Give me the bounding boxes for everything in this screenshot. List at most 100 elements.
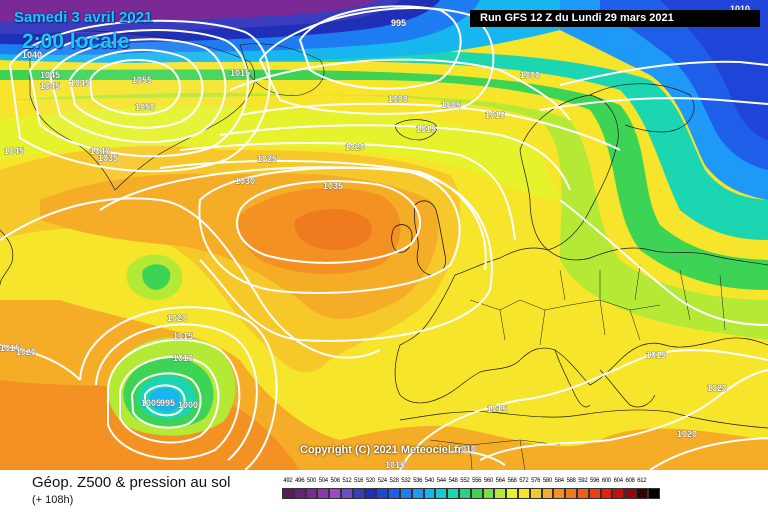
forecast-hour: (+ 108h) xyxy=(32,494,74,506)
isobars xyxy=(0,5,768,470)
isobar-1000 xyxy=(258,6,495,115)
legend-value: 512 xyxy=(342,478,352,484)
isobar-value-label: 1015 xyxy=(0,343,20,353)
ireland-coast xyxy=(391,224,413,253)
greece-coast xyxy=(599,369,656,408)
isobar-1015-west xyxy=(0,344,81,381)
isobar-1035-central xyxy=(236,180,421,264)
legend-value: 572 xyxy=(519,478,529,484)
isobar-1005 xyxy=(229,58,571,121)
legend-value: 608 xyxy=(625,478,635,484)
isobar-value-label: 1035 xyxy=(98,153,118,163)
legend-swatch xyxy=(447,488,459,499)
isobar-value-label: 1000 xyxy=(520,70,540,80)
isobar-value-label: 1045 xyxy=(40,70,60,80)
isobar-value-label: 1020 xyxy=(707,383,727,393)
color-legend xyxy=(282,488,660,499)
legend-value: 564 xyxy=(495,478,505,484)
isobar-value-label: 1005 xyxy=(441,100,461,110)
legend-swatch xyxy=(565,488,577,499)
legend-swatch xyxy=(517,488,530,499)
isobar-995 xyxy=(144,384,186,417)
isobar-1030 xyxy=(198,166,461,294)
legend-swatch xyxy=(600,488,613,499)
north-europe-coast xyxy=(454,247,768,276)
isobar-value-label: 1010 xyxy=(173,353,193,363)
isobar-value-label: 1015 xyxy=(646,350,666,360)
isobar-value-label: 1020 xyxy=(16,347,36,357)
italy-coast xyxy=(554,349,591,408)
legend-value: 596 xyxy=(590,478,600,484)
legend-value: 492 xyxy=(283,478,293,484)
legend-value: 504 xyxy=(318,478,328,484)
isobar-value-label: 1015 xyxy=(385,460,405,470)
isobar-value-label: 1040 xyxy=(22,50,42,60)
scandinavia-coast xyxy=(519,94,619,251)
field-green xyxy=(0,69,768,290)
map-title: Géop. Z500 & pression au sol xyxy=(32,474,231,491)
north-africa-coast xyxy=(399,409,768,429)
legend-swatch xyxy=(423,488,436,499)
isobar-1000-low xyxy=(130,372,202,429)
field-north-yellow xyxy=(0,105,560,200)
legend-value: 580 xyxy=(542,478,552,484)
legend-value: 520 xyxy=(365,478,376,484)
isobar-1000-east xyxy=(559,60,768,86)
legend-swatch xyxy=(470,488,483,499)
legend-value: 524 xyxy=(377,478,387,484)
legend-swatch xyxy=(329,488,341,499)
legend-swatch xyxy=(435,488,448,499)
finland-coast xyxy=(589,83,695,133)
legend-swatch xyxy=(411,488,424,499)
iceland-region-coast xyxy=(239,43,325,96)
legend-value: 612 xyxy=(637,478,647,484)
field-ridge-peak xyxy=(294,208,372,250)
isobar-value-label: 1045 xyxy=(70,78,90,88)
isobar-value-label: 1055 xyxy=(132,75,152,85)
legend-value: 536 xyxy=(413,478,423,484)
legend-swatch xyxy=(612,488,625,499)
legend-swatch xyxy=(376,488,389,499)
copyright-label: Copyright (C) 2021 Meteociel.fr xyxy=(300,444,462,456)
isobar-value-label: 1020 xyxy=(677,429,697,439)
legend-value: 508 xyxy=(330,478,340,484)
legend-labels: 492 496 500 504 508 512 516 520 524 528 532 536 540 5… xyxy=(282,478,660,485)
isobar-value-label: 1015 xyxy=(416,124,436,134)
isobar-1015-north xyxy=(219,124,571,191)
legend-value: 516 xyxy=(354,478,364,484)
isobar-1005-low xyxy=(119,356,220,444)
legend-value: 592 xyxy=(578,478,588,484)
isobar-value-label: 1015 xyxy=(487,404,507,414)
isobar-value-label: 1025 xyxy=(257,154,277,164)
legend-value: 548 xyxy=(448,478,458,484)
isobar-1020-southeast xyxy=(649,437,768,470)
isobar-1010-south xyxy=(449,450,506,466)
isobar-1035-greenland xyxy=(8,19,271,173)
isobar-value-label: 1000 xyxy=(178,400,198,410)
isobar-value-label: 1050 xyxy=(135,102,155,112)
isobar-1005-east xyxy=(539,97,768,111)
legend-swatch xyxy=(282,488,294,499)
isobar-1045 xyxy=(48,38,227,144)
legend-value: 552 xyxy=(460,478,470,484)
field-green-yellow xyxy=(0,92,768,341)
isobar-1020-south xyxy=(479,369,768,461)
legend-value: 528 xyxy=(389,478,399,484)
country-borders xyxy=(469,264,726,346)
isobar-value-label: 1015 xyxy=(230,68,250,78)
isobar-1020-low xyxy=(79,306,278,470)
legend-swatch xyxy=(482,488,495,499)
isobar-value-label: 1015 xyxy=(173,331,193,341)
south-europe-coast xyxy=(394,274,768,404)
field-west-green-core xyxy=(142,264,171,290)
forecast-date: Samedi 3 avril 2021 xyxy=(14,9,153,26)
isobar-1025 xyxy=(159,159,487,271)
legend-swatch xyxy=(352,488,365,499)
isobar-1010-low xyxy=(107,338,241,460)
legend-swatch xyxy=(340,488,353,499)
legend-swatch xyxy=(624,488,636,499)
isobar-value-label: 1020 xyxy=(167,313,187,323)
legend-swatch xyxy=(576,488,589,499)
isobar-value-label: 1045 xyxy=(4,146,24,156)
